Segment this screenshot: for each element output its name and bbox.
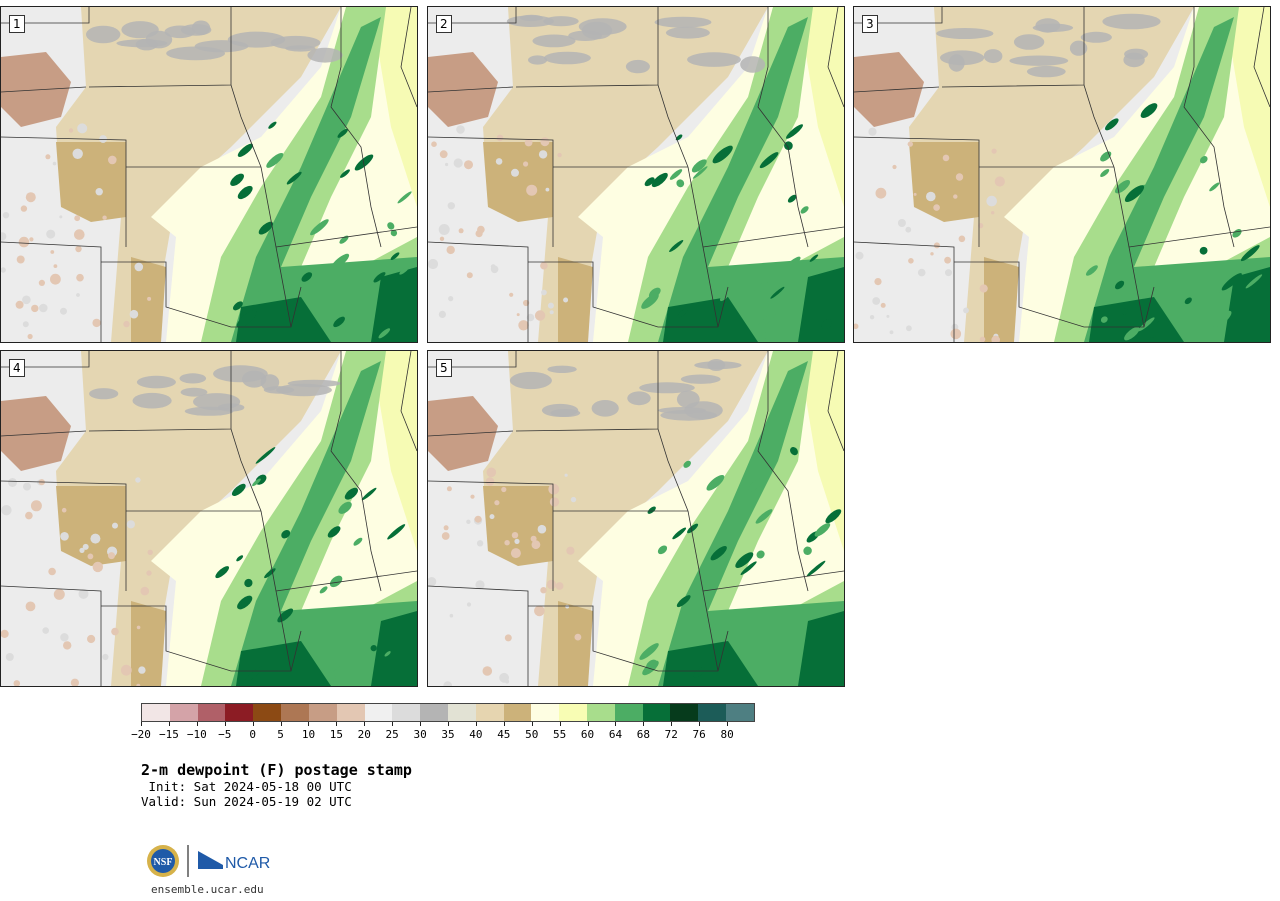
panel-label: 3 xyxy=(862,15,878,33)
panel-label: 1 xyxy=(9,15,25,33)
colorbar-swatch xyxy=(587,704,615,721)
tick-label: 64 xyxy=(608,728,623,741)
tick-mark xyxy=(420,722,422,726)
stamp-panel-4: 4 xyxy=(0,350,418,687)
tick-mark xyxy=(699,722,701,726)
colorbar-swatch xyxy=(225,704,254,721)
init-time: Init: Sat 2024-05-18 00 UTC xyxy=(141,779,352,794)
plot-title: 2-m dewpoint (F) postage stamp xyxy=(141,761,412,779)
dewpoint-map xyxy=(428,7,844,342)
colorbar-swatch xyxy=(475,704,504,721)
colorbar-swatch xyxy=(142,704,170,721)
tick-mark xyxy=(475,722,477,726)
tick-label: 15 xyxy=(329,728,343,741)
colorbar-swatch xyxy=(336,704,365,721)
tick-label: 20 xyxy=(357,728,371,741)
panel-label: 2 xyxy=(436,15,452,33)
tick-mark xyxy=(559,722,561,726)
tick-label: 5 xyxy=(277,728,284,741)
colorbar xyxy=(141,703,755,722)
colorbar-swatch xyxy=(447,704,476,721)
ncar-logo-text: NCAR xyxy=(225,855,270,872)
tick-label: 35 xyxy=(441,728,455,741)
site-url: ensemble.ucar.edu xyxy=(151,883,264,896)
tick-mark xyxy=(168,722,170,726)
tick-label: −10 xyxy=(186,728,207,741)
tick-label: 80 xyxy=(720,728,734,741)
tick-label: 50 xyxy=(525,728,539,741)
panel-label: 4 xyxy=(9,359,25,377)
colorbar-swatch xyxy=(392,704,421,721)
colorbar-swatch xyxy=(308,704,337,721)
tick-label: 72 xyxy=(664,728,678,741)
colorbar-swatch xyxy=(420,704,448,721)
dewpoint-map xyxy=(1,351,417,686)
tick-label: −5 xyxy=(218,728,232,741)
tick-mark xyxy=(503,722,505,726)
tick-label: 76 xyxy=(692,728,706,741)
colorbar-swatch xyxy=(642,704,671,721)
nsf-logo-text: NSF xyxy=(154,857,173,868)
colorbar-swatch xyxy=(281,704,309,721)
tick-mark xyxy=(448,722,449,726)
colorbar-swatch xyxy=(253,704,282,721)
tick-mark xyxy=(252,722,254,726)
valid-time: Valid: Sun 2024-05-19 02 UTC xyxy=(141,794,352,809)
tick-label: 25 xyxy=(385,728,399,741)
colorbar-swatch xyxy=(726,704,754,721)
nsf-ncar-logo: NSF NCAR xyxy=(147,845,270,877)
tick-mark xyxy=(364,722,366,726)
tick-mark xyxy=(196,722,198,726)
dewpoint-map xyxy=(1,7,417,342)
colorbar-swatch xyxy=(503,704,532,721)
tick-mark xyxy=(336,722,338,726)
colorbar-swatch xyxy=(614,704,643,721)
colorbar-swatch xyxy=(670,704,699,721)
dewpoint-map xyxy=(428,351,844,686)
tick-mark xyxy=(587,722,589,726)
tick-label: 0 xyxy=(249,728,256,741)
stamp-panel-1: 1 xyxy=(0,6,418,343)
tick-label: 10 xyxy=(301,728,316,741)
tick-label: 68 xyxy=(636,728,650,741)
dewpoint-map xyxy=(854,7,1270,342)
tick-mark xyxy=(224,722,226,726)
stamp-panel-2: 2 xyxy=(427,6,845,343)
tick-label: 55 xyxy=(553,728,567,741)
tick-mark xyxy=(392,722,394,726)
colorbar-swatch xyxy=(559,704,587,721)
tick-label: 60 xyxy=(580,728,595,741)
tick-mark xyxy=(615,722,617,726)
tick-mark xyxy=(671,722,673,726)
tick-label: 45 xyxy=(497,728,511,741)
tick-mark xyxy=(727,722,729,726)
tick-mark xyxy=(308,722,310,726)
colorbar-swatch xyxy=(197,704,226,721)
tick-mark xyxy=(280,722,282,726)
tick-label: 30 xyxy=(413,728,427,741)
colorbar-swatch xyxy=(698,704,727,721)
colorbar-swatch xyxy=(364,704,393,721)
stamp-panel-5: 5 xyxy=(427,350,845,687)
tick-mark xyxy=(141,722,142,726)
stamp-panel-3: 3 xyxy=(853,6,1271,343)
colorbar-swatch xyxy=(531,704,560,721)
tick-mark xyxy=(531,722,533,726)
tick-label: 40 xyxy=(469,728,483,741)
tick-label: −15 xyxy=(158,728,179,741)
tick-mark xyxy=(643,722,645,726)
tick-label: −20 xyxy=(131,728,151,741)
colorbar-swatch xyxy=(169,704,198,721)
panel-label: 5 xyxy=(436,359,452,377)
